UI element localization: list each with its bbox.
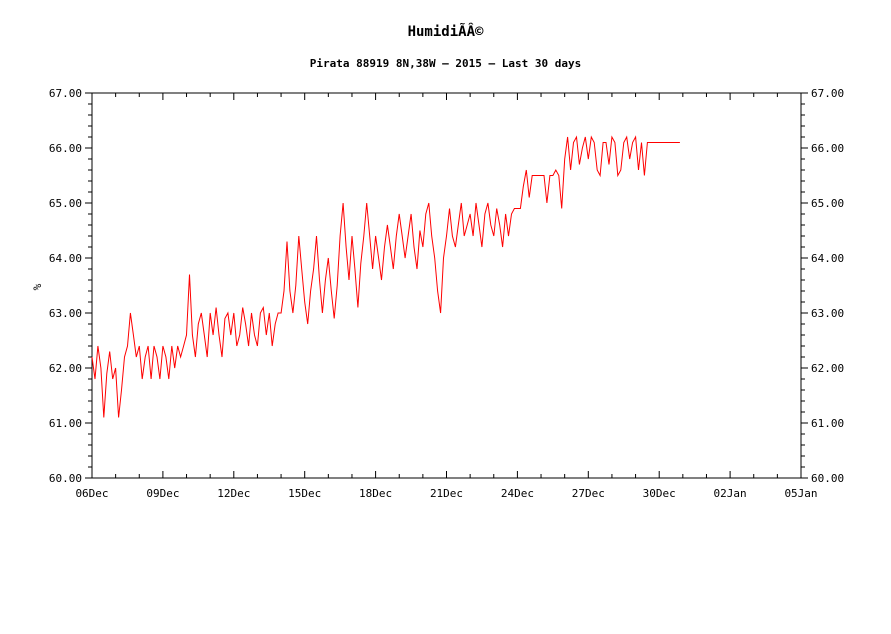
y-tick-label-right: 63.00 (811, 307, 844, 320)
y-tick-label-left: 61.00 (49, 417, 82, 430)
y-tick-label-right: 66.00 (811, 142, 844, 155)
y-tick-label-left: 63.00 (49, 307, 82, 320)
y-tick-label-left: 65.00 (49, 197, 82, 210)
y-tick-label-left: 67.00 (49, 87, 82, 100)
x-tick-label: 15Dec (288, 487, 321, 500)
x-tick-label: 30Dec (643, 487, 676, 500)
y-tick-label-right: 60.00 (811, 472, 844, 485)
x-tick-label: 05Jan (784, 487, 817, 500)
y-tick-label-left: 66.00 (49, 142, 82, 155)
x-tick-label: 12Dec (217, 487, 250, 500)
chart-subtitle: Pirata 88919 8N,38W – 2015 – Last 30 day… (309, 57, 582, 70)
y-tick-label-right: 61.00 (811, 417, 844, 430)
x-tick-label: 21Dec (430, 487, 463, 500)
y-tick-label-left: 64.00 (49, 252, 82, 265)
y-tick-label-left: 60.00 (49, 472, 82, 485)
x-tick-label: 02Jan (714, 487, 747, 500)
x-tick-label: 06Dec (75, 487, 108, 500)
y-tick-label-right: 65.00 (811, 197, 844, 210)
x-tick-label: 24Dec (501, 487, 534, 500)
x-tick-label: 27Dec (572, 487, 605, 500)
y-tick-label-right: 64.00 (811, 252, 844, 265)
y-tick-label-left: 62.00 (49, 362, 82, 375)
x-tick-label: 09Dec (146, 487, 179, 500)
y-tick-label-right: 62.00 (811, 362, 844, 375)
y-tick-label-right: 67.00 (811, 87, 844, 100)
x-tick-label: 18Dec (359, 487, 392, 500)
axis-frame (91, 92, 802, 479)
humidity-series-line (91, 135, 680, 418)
y-axis-label: % (31, 283, 44, 291)
chart-title: HumidiÃÂ© (407, 24, 484, 40)
